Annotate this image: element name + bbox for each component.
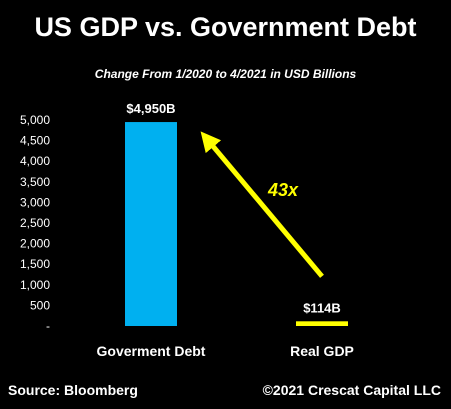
bar-real-gdp xyxy=(296,321,348,326)
copyright-note: ©2021 Crescat Capital LLC xyxy=(262,382,441,398)
y-tick-label: 500 xyxy=(30,298,50,312)
y-tick-label: 3,500 xyxy=(20,175,50,189)
y-axis: - 500 1,000 1,500 2,000 2,500 3,000 3,500 4,000 4… xyxy=(20,113,50,333)
source-note: Source: Bloomberg xyxy=(8,382,138,398)
y-tick-label: 3,000 xyxy=(20,195,50,209)
bars xyxy=(125,122,348,326)
bar-government-debt xyxy=(125,122,177,326)
chart-title: US GDP vs. Government Debt xyxy=(34,12,417,42)
chart-subtitle: Change From 1/2020 to 4/2021 in USD Bill… xyxy=(94,67,357,81)
data-labels: $4,950B $114B xyxy=(126,101,340,315)
category-label: Goverment Debt xyxy=(97,343,206,359)
y-tick-label: 2,500 xyxy=(20,216,50,230)
data-label: $4,950B xyxy=(126,101,175,116)
category-label: Real GDP xyxy=(290,343,354,359)
growth-arrow xyxy=(200,131,324,278)
y-tick-label: 2,000 xyxy=(20,237,50,251)
category-labels: Goverment Debt Real GDP xyxy=(97,343,354,359)
y-tick-label: 4,500 xyxy=(20,134,50,148)
y-tick-label: 1,500 xyxy=(20,257,50,271)
y-tick-label: 1,000 xyxy=(20,278,50,292)
y-tick-label: - xyxy=(46,319,50,333)
y-tick-label: 4,000 xyxy=(20,154,50,168)
y-tick-label: 5,000 xyxy=(20,113,50,127)
annotation-label: 43x xyxy=(267,180,299,200)
data-label: $114B xyxy=(303,300,341,315)
